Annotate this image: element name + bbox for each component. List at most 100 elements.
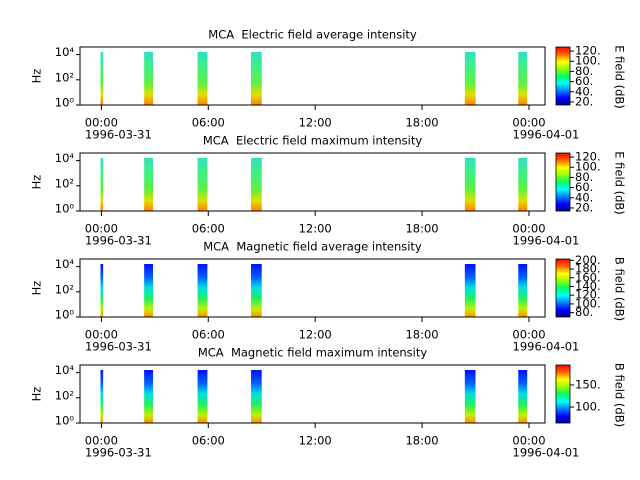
x-tick-label: 12:00 [299,434,332,448]
colorbar-tick-label: 140. [575,279,601,293]
spectrogram-block [144,370,154,423]
colorbar-tick-label: 100. [575,54,601,68]
spectrogram-block [464,370,476,423]
x-tick-label: 18:00 [405,434,438,448]
spectrogram-block [251,264,262,317]
x-tick-label: 00:00 [85,116,118,130]
panel-title: MCA Electric field maximum intensity [203,134,423,148]
colorbar [555,364,571,424]
y-tick-label: 10⁴ [55,257,75,271]
colorbar-tick-label: 120. [575,44,601,58]
x-tick-label: 06:00 [192,222,225,236]
x-tick-label: 06:00 [192,116,225,130]
y-tick-label: 10⁴ [55,45,75,59]
colorbar-tick-label: 100. [575,296,601,310]
colorbar-tick-label: 80. [575,305,593,319]
x-tick-label: 18:00 [405,116,438,130]
colorbar-tick-label: 180. [575,262,601,276]
x-tick-label: 18:00 [405,328,438,342]
spectrogram-block [197,52,208,105]
y-axis-label: Hz [30,175,44,190]
spectrogram-block [100,264,104,317]
colorbar-tick-label: 20. [575,200,593,214]
colorbar-tick-label: 150. [575,377,601,391]
date-label: 1996-03-31 [85,128,152,142]
axes-frame [79,152,546,212]
colorbar-tick-label: 120. [575,150,601,164]
spectrogram-block [100,52,104,105]
colorbar-tick-label: 100. [575,400,601,414]
panel-title: MCA Electric field average intensity [208,28,417,42]
spectrogram-block [464,264,476,317]
axes-frame [79,46,546,106]
x-tick-label: 00:00 [512,434,545,448]
y-tick-label: 10⁰ [55,414,75,428]
colorbar-label: E field (dB) [613,151,627,215]
date-label: 1996-04-01 [513,446,580,460]
spectrogram-block [518,264,528,317]
spectrogram-block [251,158,262,211]
colorbar-tick-label: 160. [575,270,601,284]
x-tick-label: 00:00 [512,116,545,130]
colorbar-tick-label: 80. [575,170,593,184]
y-axis-label: Hz [30,69,44,84]
y-tick-label: 10⁰ [55,202,75,216]
spectrogram-block [144,264,154,317]
x-tick-label: 00:00 [85,434,118,448]
date-label: 1996-03-31 [85,446,152,460]
spectrogram-block [251,370,262,423]
y-tick-label: 10² [55,70,74,84]
x-tick-label: 00:00 [85,222,118,236]
x-tick-label: 06:00 [192,434,225,448]
panel-title: MCA Magnetic field average intensity [203,240,422,254]
spectrogram-block [251,52,262,105]
x-tick-label: 00:00 [512,328,545,342]
y-axis-label: Hz [30,387,44,402]
panel-title: MCA Magnetic field maximum intensity [198,346,428,360]
y-tick-label: 10⁴ [55,151,75,165]
colorbar [555,152,571,212]
y-tick-label: 10⁰ [55,96,75,110]
date-label: 1996-04-01 [513,234,580,248]
axes-frame [79,258,546,318]
colorbar-tick-label: 100. [575,160,601,174]
date-label: 1996-03-31 [85,234,152,248]
spectrogram-block [100,158,104,211]
y-tick-label: 10² [55,282,74,296]
date-label: 1996-03-31 [85,340,152,354]
colorbar-tick-label: 80. [575,64,593,78]
axes-frame [79,364,546,424]
spectrogram-block [464,158,476,211]
x-tick-label: 18:00 [405,222,438,236]
spectrogram-block [518,158,528,211]
x-tick-label: 00:00 [85,328,118,342]
colorbar-tick-label: 120. [575,288,601,302]
spectrogram-block [144,158,154,211]
spectrogram-block [197,370,208,423]
date-label: 1996-04-01 [513,340,580,354]
colorbar-label: B field (dB) [613,363,627,427]
colorbar-label: E field (dB) [613,45,627,109]
colorbar [555,258,571,318]
colorbar-tick-label: 60. [575,180,593,194]
colorbar-tick-label: 40. [575,84,593,98]
spectrogram-block [197,158,208,211]
date-label: 1996-04-01 [513,128,580,142]
x-tick-label: 12:00 [299,328,332,342]
x-tick-label: 06:00 [192,328,225,342]
colorbar-tick-label: 200. [575,253,601,267]
spectrogram-block [100,370,104,423]
colorbar-tick-label: 20. [575,94,593,108]
colorbar-tick-label: 60. [575,74,593,88]
y-axis-label: Hz [30,281,44,296]
spectrogram-block [464,52,476,105]
x-tick-label: 00:00 [512,222,545,236]
colorbar [555,46,571,106]
y-tick-label: 10² [55,388,74,402]
colorbar-label: B field (dB) [613,257,627,321]
spectrogram-block [518,370,528,423]
x-tick-label: 12:00 [299,116,332,130]
spectrogram-block [197,264,208,317]
